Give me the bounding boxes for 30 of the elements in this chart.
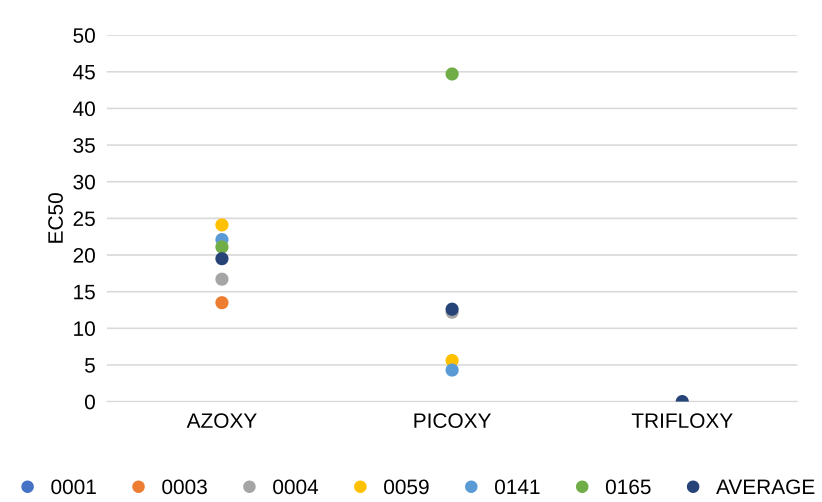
legend-label: 0059 — [384, 479, 429, 494]
x-tick-label: AZOXY — [186, 413, 257, 428]
legend-label: 0001 — [51, 479, 96, 494]
y-tick-label: 15 — [74, 284, 95, 300]
point — [446, 363, 459, 377]
y-tick-label: 40 — [73, 101, 95, 116]
legend-label: 0141 — [495, 479, 540, 494]
point — [215, 218, 229, 232]
y-tick-label: 10 — [74, 321, 95, 336]
point — [215, 240, 229, 254]
y-tick-label: 20 — [74, 248, 95, 263]
legend-label: 0004 — [273, 479, 318, 494]
y-tick-label: 50 — [73, 28, 95, 43]
point — [446, 302, 459, 316]
y-tick-label: 5 — [84, 358, 95, 373]
x-tick-label: TRIFLOXY — [632, 413, 733, 428]
point — [215, 252, 229, 266]
y-tick-label: 45 — [73, 65, 95, 80]
y-axis-title: EC50 — [48, 193, 63, 243]
x-tick-label: PICOXY — [414, 413, 492, 428]
point — [446, 67, 459, 81]
point — [215, 272, 229, 286]
legend-label: 0003 — [162, 479, 207, 494]
legend-label: 0165 — [606, 479, 651, 494]
y-tick-label: 35 — [73, 138, 95, 153]
y-tick-label: 25 — [74, 211, 95, 226]
point — [215, 296, 229, 310]
legend-label: AVERAGE — [716, 479, 814, 494]
y-tick-label: 0 — [84, 394, 95, 410]
y-tick-label: 30 — [73, 174, 95, 190]
